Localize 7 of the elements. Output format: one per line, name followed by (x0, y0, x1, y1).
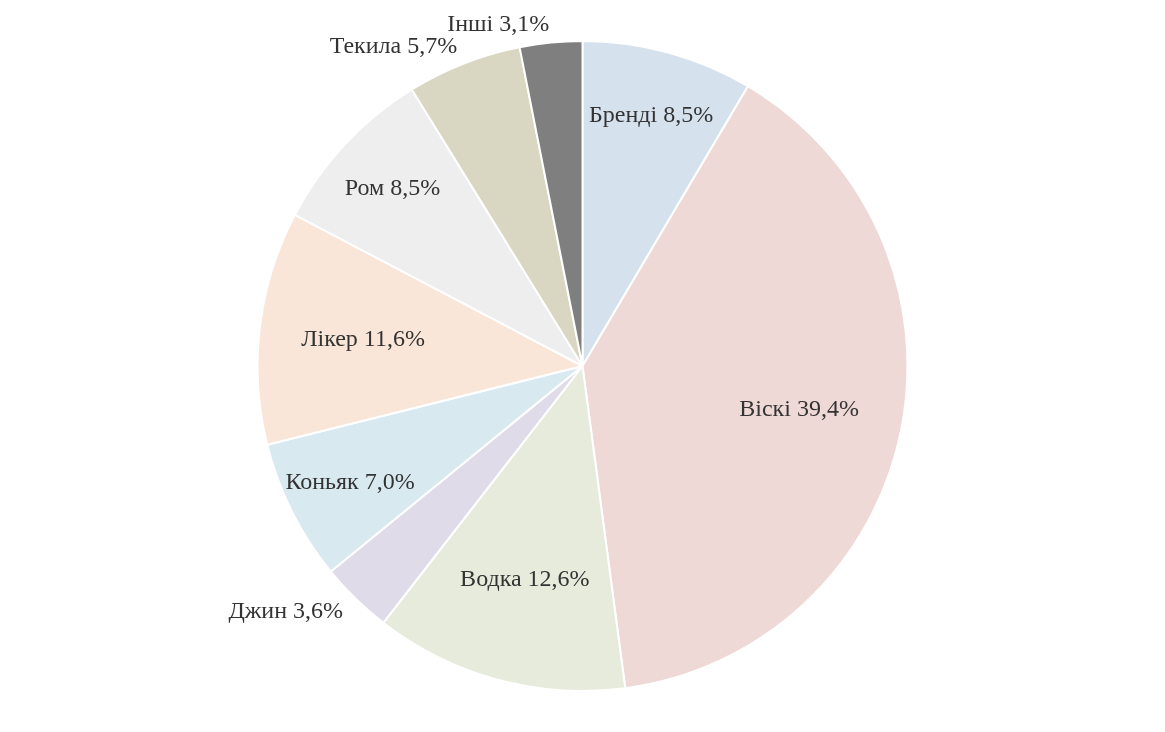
slice-label: Коньяк 7,0% (285, 467, 415, 494)
slice-label: Ром 8,5% (344, 173, 441, 200)
slice-label: Віскі 39,4% (739, 395, 859, 422)
slice-label: Водка 12,6% (460, 564, 590, 591)
slice-label: Лікер 11,6% (301, 324, 425, 351)
slice-label: Бренді 8,5% (589, 100, 714, 127)
slice-label: Джин 3,6% (228, 596, 344, 623)
